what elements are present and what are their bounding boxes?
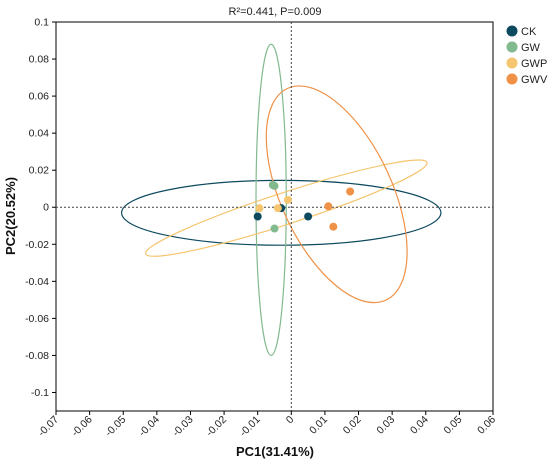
x-tick-label: 0.01 [307, 414, 330, 437]
x-axis-ticks: -0.07 -0.06 -0.05 -0.04 -0.03 -0.02 -0.01 0 0.01… [36, 411, 498, 440]
data-point-gwp [283, 195, 292, 204]
y-tick-label: 0.06 [29, 91, 50, 103]
data-point-ck [304, 212, 313, 221]
confidence-ellipses [120, 43, 442, 357]
data-point-gwp [273, 204, 282, 213]
y-tick-label: -0.06 [25, 313, 49, 325]
data-points [253, 181, 355, 233]
x-tick-label: -0.03 [170, 414, 196, 440]
ellipse-ck [120, 179, 442, 246]
data-point-gw [270, 181, 279, 190]
y-tick-label: 0.04 [29, 128, 50, 140]
reference-lines [56, 22, 493, 411]
data-point-gw [270, 224, 279, 233]
y-tick-label: -0.02 [25, 239, 49, 251]
x-tick-label: 0.06 [475, 414, 498, 437]
data-point-gwp [255, 204, 264, 213]
y-axis-ticks: 0.1 0.08 0.06 0.04 0.02 0 -0.02 -0.04 -0.06 -0.08… [25, 17, 56, 399]
legend-label-gwp: GWP [521, 58, 547, 70]
x-tick-label: -0.06 [69, 414, 95, 440]
ellipse-gwv [265, 85, 408, 304]
legend-marker-gwp [506, 57, 518, 69]
data-point-ck [253, 212, 262, 221]
legend-label-gw: GW [521, 42, 541, 54]
y-tick-label: 0.1 [34, 17, 49, 29]
y-tick-label: 0.08 [29, 54, 50, 66]
plot-frame [55, 21, 494, 412]
x-tick-label: -0.04 [137, 414, 163, 440]
y-tick-label: -0.08 [25, 350, 49, 362]
x-tick-label: 0 [284, 414, 297, 427]
legend-marker-ck [506, 25, 518, 37]
chart-title: R²=0.441, P=0.009 [229, 6, 322, 18]
data-point-gwv [324, 202, 333, 211]
x-tick-label: 0.02 [341, 414, 364, 437]
legend-label-ck: CK [521, 26, 537, 38]
y-tick-label: 0.02 [29, 165, 50, 177]
legend: CK GW GWP GWV [506, 25, 548, 86]
legend-label-gwv: GWV [521, 74, 548, 86]
x-tick-label: -0.05 [103, 414, 129, 440]
x-tick-label: -0.02 [204, 414, 230, 440]
x-tick-label: 0.03 [374, 414, 397, 437]
legend-marker-gwv [506, 73, 518, 85]
y-axis-title: PC2(20.52%) [3, 177, 18, 255]
x-tick-label: 0.04 [408, 414, 431, 437]
y-tick-label: -0.1 [31, 387, 49, 399]
y-tick-label: -0.04 [25, 276, 49, 288]
y-tick-label: 0 [43, 202, 49, 214]
x-axis-title: PC1(31.41%) [236, 444, 314, 459]
legend-marker-gw [506, 41, 518, 53]
data-point-gwv [346, 187, 355, 196]
data-point-gwv [329, 222, 338, 231]
x-tick-label: 0.05 [442, 414, 465, 437]
x-tick-label: -0.07 [36, 414, 62, 440]
x-tick-label: -0.01 [237, 414, 263, 440]
